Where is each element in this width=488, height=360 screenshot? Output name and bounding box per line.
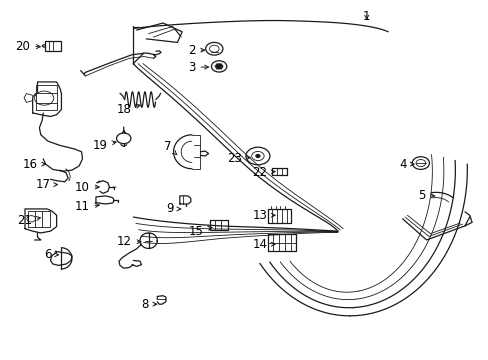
Text: 15: 15 xyxy=(188,225,212,238)
Text: 5: 5 xyxy=(417,189,434,202)
Text: 21: 21 xyxy=(17,214,41,227)
Text: 23: 23 xyxy=(227,152,250,165)
Text: 11: 11 xyxy=(75,200,99,213)
Text: 19: 19 xyxy=(93,139,116,152)
Text: 13: 13 xyxy=(252,209,275,222)
Circle shape xyxy=(256,154,259,157)
Text: 8: 8 xyxy=(141,298,157,311)
Text: 6: 6 xyxy=(44,248,59,261)
Text: 7: 7 xyxy=(164,140,176,155)
Text: 22: 22 xyxy=(252,166,275,179)
Text: 17: 17 xyxy=(35,178,58,191)
Text: 3: 3 xyxy=(188,60,208,73)
Text: 18: 18 xyxy=(117,103,140,116)
Text: 12: 12 xyxy=(117,235,141,248)
Text: 4: 4 xyxy=(398,158,413,171)
Circle shape xyxy=(215,64,222,69)
Text: 2: 2 xyxy=(188,44,204,57)
Text: 20: 20 xyxy=(16,40,40,53)
Text: 1: 1 xyxy=(362,10,370,23)
Text: 16: 16 xyxy=(22,158,45,171)
Text: 9: 9 xyxy=(166,202,181,215)
Text: 14: 14 xyxy=(252,238,275,251)
Text: 10: 10 xyxy=(75,181,99,194)
